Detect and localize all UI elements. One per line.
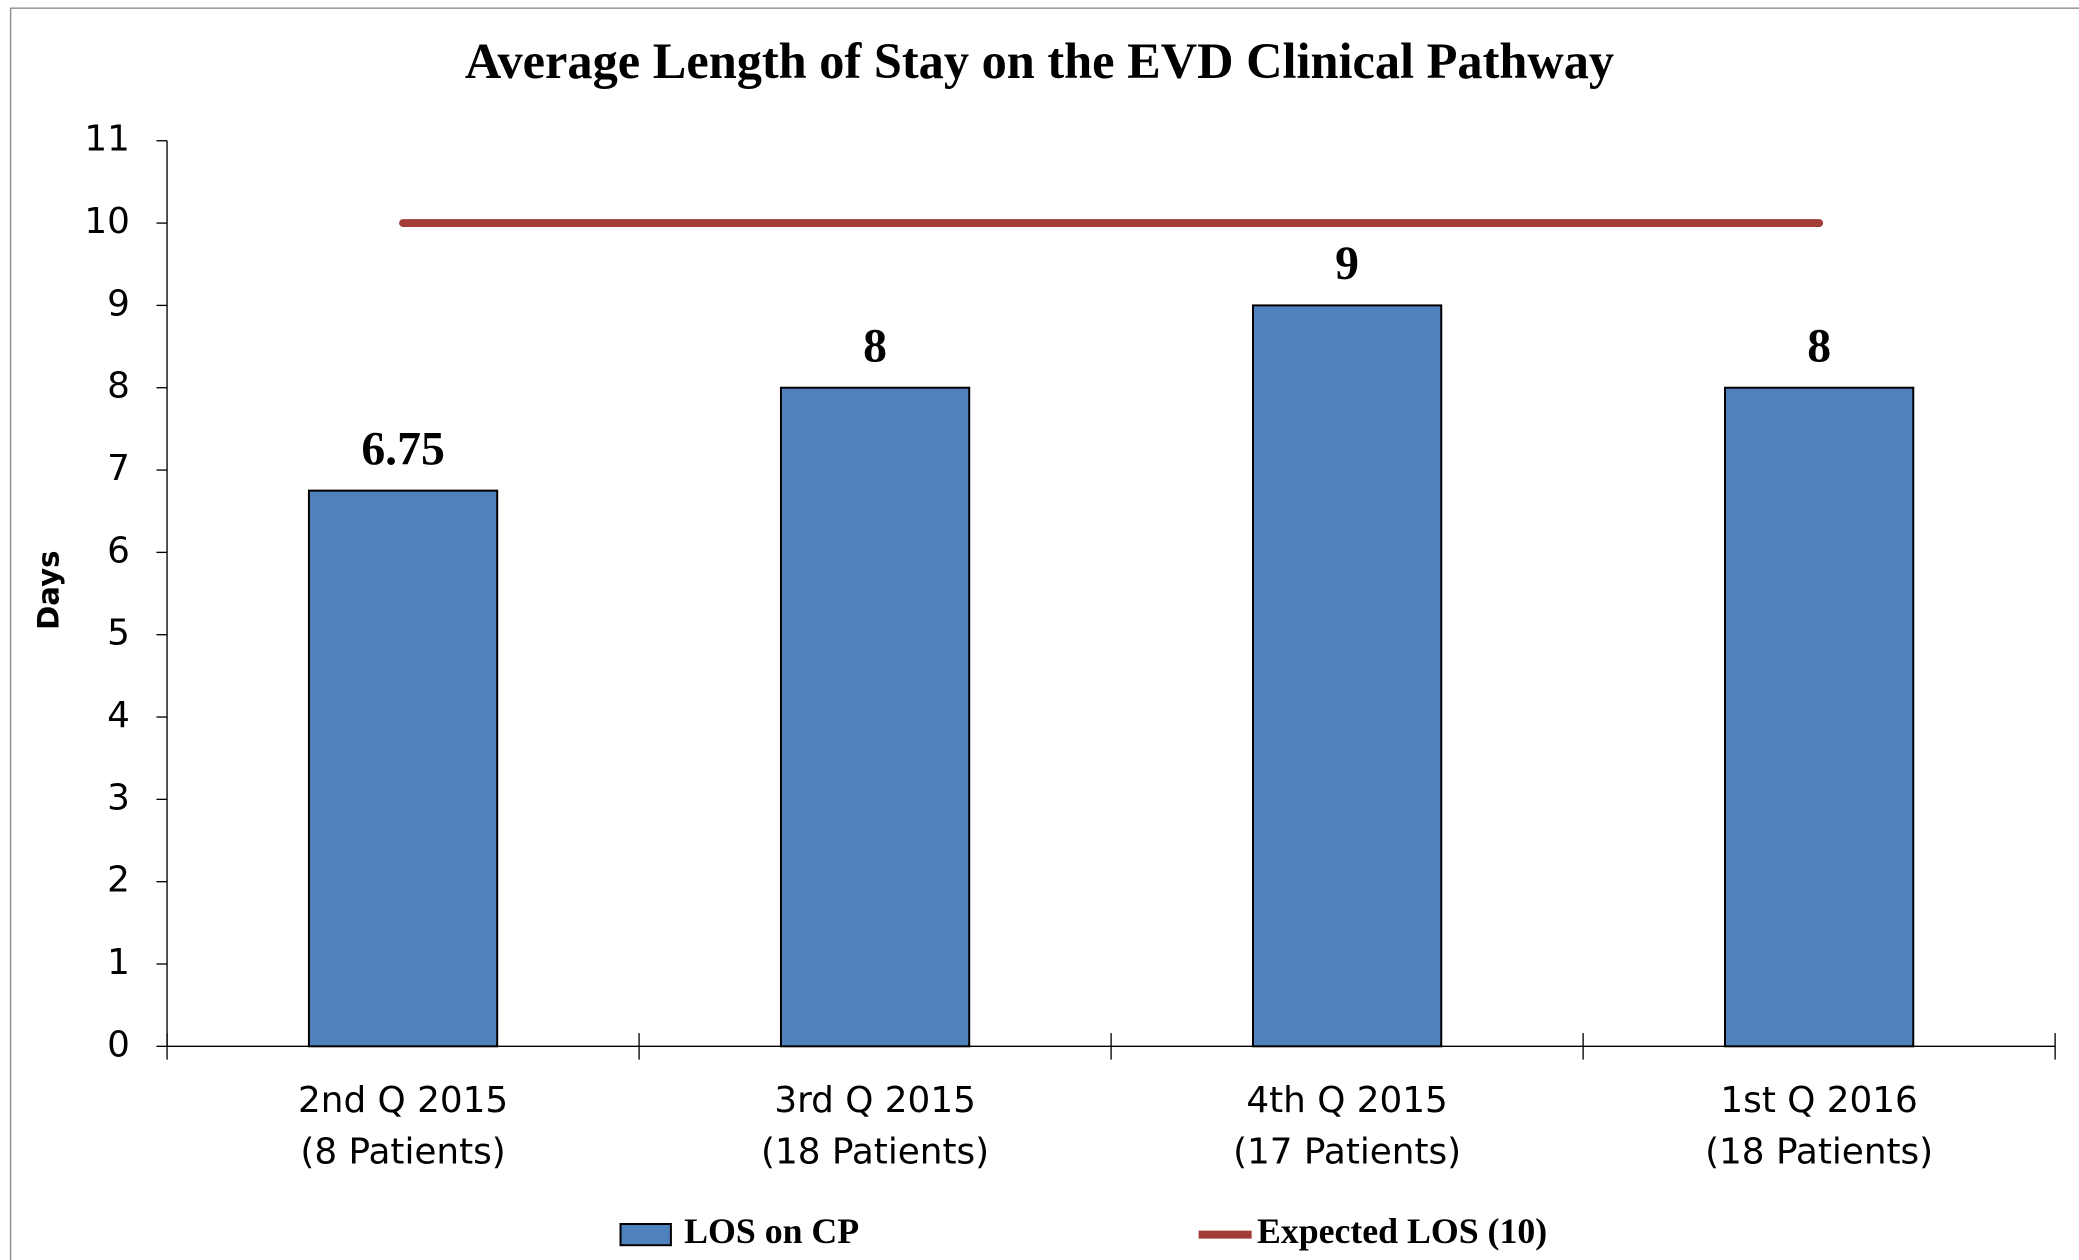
x-tick-label: (8 Patients) — [300, 1132, 505, 1173]
y-tick-label: 4 — [107, 695, 130, 736]
y-tick-label: 9 — [107, 283, 130, 324]
legend-label: LOS on CP — [684, 1211, 859, 1251]
legend-swatch — [619, 1223, 672, 1247]
x-tick-label: 3rd Q 2015 — [774, 1080, 976, 1121]
chart-border — [9, 7, 2079, 1260]
y-tick-label: 10 — [84, 201, 130, 242]
x-tick-label: 4th Q 2015 — [1246, 1080, 1447, 1121]
bar — [1251, 304, 1443, 1048]
bar — [779, 386, 971, 1048]
x-tick-label: 1st Q 2016 — [1720, 1080, 1917, 1121]
y-tick-label: 6 — [107, 530, 130, 571]
data-label: 6.75 — [361, 422, 445, 475]
x-tick-label: (18 Patients) — [761, 1132, 989, 1173]
y-tick-label: 8 — [107, 366, 130, 407]
y-tick-label: 11 — [84, 119, 130, 160]
y-tick-label: 7 — [107, 448, 130, 489]
x-tick-label: (17 Patients) — [1233, 1132, 1461, 1173]
data-label: 8 — [1807, 320, 1831, 373]
y-axis-label: Days — [31, 551, 65, 630]
bar — [307, 489, 499, 1048]
y-tick-label: 1 — [107, 942, 130, 983]
bar — [1723, 386, 1915, 1048]
y-tick-label: 5 — [107, 613, 130, 654]
data-label: 9 — [1335, 237, 1359, 290]
legend-label: Expected LOS (10) — [1257, 1211, 1547, 1251]
y-tick-label: 0 — [107, 1024, 130, 1065]
y-tick-label: 2 — [107, 860, 130, 901]
chart-title: Average Length of Stay on the EVD Clinic… — [465, 33, 1614, 89]
data-label: 8 — [863, 320, 887, 373]
y-tick-label: 3 — [107, 777, 130, 818]
x-tick-label: (18 Patients) — [1705, 1132, 1933, 1173]
x-tick-label: 2nd Q 2015 — [298, 1080, 508, 1121]
